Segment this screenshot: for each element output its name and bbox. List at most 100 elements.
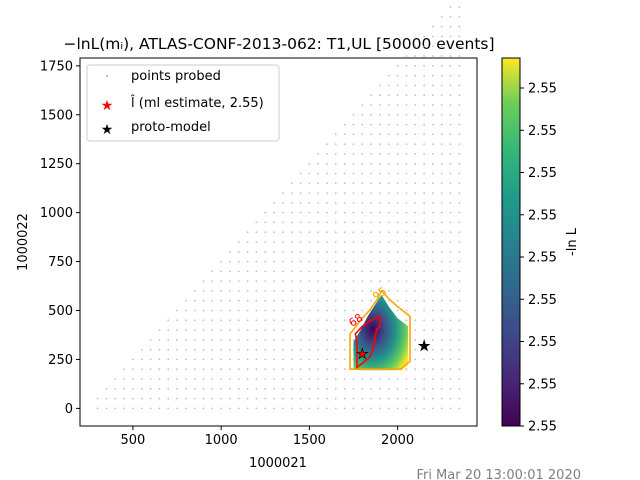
probed-point	[458, 172, 461, 175]
probed-point	[290, 260, 293, 263]
plot-frame	[79, 57, 478, 427]
probed-point	[282, 358, 284, 361]
probed-point	[220, 290, 223, 292]
probed-point	[396, 387, 399, 390]
probed-point	[264, 299, 267, 302]
probed-point	[343, 231, 346, 234]
probed-point	[423, 407, 425, 410]
probed-point	[299, 387, 302, 390]
probed-point	[432, 182, 434, 185]
probed-point	[334, 241, 337, 243]
probed-point	[282, 270, 284, 273]
probed-point	[343, 290, 346, 292]
probed-point	[370, 153, 372, 155]
probed-point	[282, 211, 284, 214]
probed-point	[282, 241, 284, 243]
probed-point	[282, 407, 284, 410]
probed-point	[387, 133, 390, 136]
probed-point	[220, 309, 223, 312]
probed-point	[458, 74, 461, 77]
probed-point	[458, 211, 461, 214]
probed-point	[361, 211, 364, 214]
probed-point	[220, 407, 223, 410]
probed-point	[105, 387, 108, 390]
probed-point	[458, 123, 461, 126]
probed-point	[396, 290, 399, 292]
contour-label: 95	[370, 285, 389, 304]
probed-point	[308, 309, 311, 312]
probed-point	[352, 339, 355, 341]
probed-point	[458, 221, 461, 224]
probed-point	[123, 387, 125, 390]
y-tick-label: 1500	[40, 108, 73, 123]
probed-point	[414, 368, 417, 371]
probed-point	[432, 153, 434, 155]
probed-point	[396, 74, 399, 77]
probed-point	[440, 182, 443, 185]
probed-point	[264, 319, 267, 322]
probed-point	[396, 202, 399, 204]
probed-point	[343, 192, 346, 195]
probed-point	[211, 309, 214, 312]
markers: ★ ★	[356, 338, 431, 363]
probed-point	[449, 133, 452, 136]
probed-point	[449, 348, 452, 351]
probed-point	[414, 123, 417, 126]
probed-point	[246, 299, 249, 302]
probed-point	[352, 299, 355, 302]
probed-point	[211, 290, 214, 292]
probed-point	[423, 123, 425, 126]
probed-point	[334, 407, 337, 410]
probed-point	[220, 260, 223, 263]
probed-point	[414, 407, 417, 410]
probed-point	[352, 123, 355, 126]
probed-point	[458, 348, 461, 351]
probed-point	[308, 329, 311, 331]
probed-point	[432, 378, 434, 380]
probed-point	[423, 299, 425, 302]
contour-68	[354, 315, 381, 369]
ml-estimate-marker: ★	[356, 347, 369, 363]
probed-point	[458, 309, 461, 312]
probed-point	[352, 113, 355, 116]
probed-point	[352, 250, 355, 253]
probed-point	[449, 45, 452, 48]
probed-point	[405, 378, 408, 380]
probed-point	[264, 241, 267, 243]
probed-point	[387, 94, 390, 97]
probed-point	[343, 260, 346, 263]
probed-point	[405, 280, 408, 282]
probed-point	[229, 329, 231, 331]
probed-point	[149, 348, 152, 351]
probed-point	[387, 231, 390, 234]
probed-point	[440, 407, 443, 410]
probed-point	[387, 143, 390, 146]
probed-point	[308, 241, 311, 243]
probed-point	[290, 231, 293, 234]
probed-point	[334, 329, 337, 331]
probed-point	[414, 133, 417, 136]
probed-point	[246, 309, 249, 312]
probed-point	[432, 358, 434, 361]
probed-point	[423, 94, 425, 97]
probed-point	[317, 319, 320, 322]
probed-point	[361, 143, 364, 146]
probed-point	[423, 113, 425, 116]
probed-point	[440, 368, 443, 371]
probed-point	[361, 250, 364, 253]
probed-point	[414, 319, 417, 322]
probed-point	[440, 378, 443, 380]
probed-point	[449, 221, 452, 224]
probed-point	[396, 378, 399, 380]
probed-point	[290, 202, 293, 204]
probed-point	[361, 202, 364, 204]
probed-point	[308, 407, 311, 410]
probed-point	[246, 231, 249, 234]
probed-point	[343, 329, 346, 331]
probed-point	[246, 348, 249, 351]
probed-point	[432, 74, 434, 77]
probed-point	[167, 358, 170, 361]
probed-point	[379, 241, 381, 243]
probed-point	[414, 84, 417, 87]
probed-point	[379, 172, 381, 175]
